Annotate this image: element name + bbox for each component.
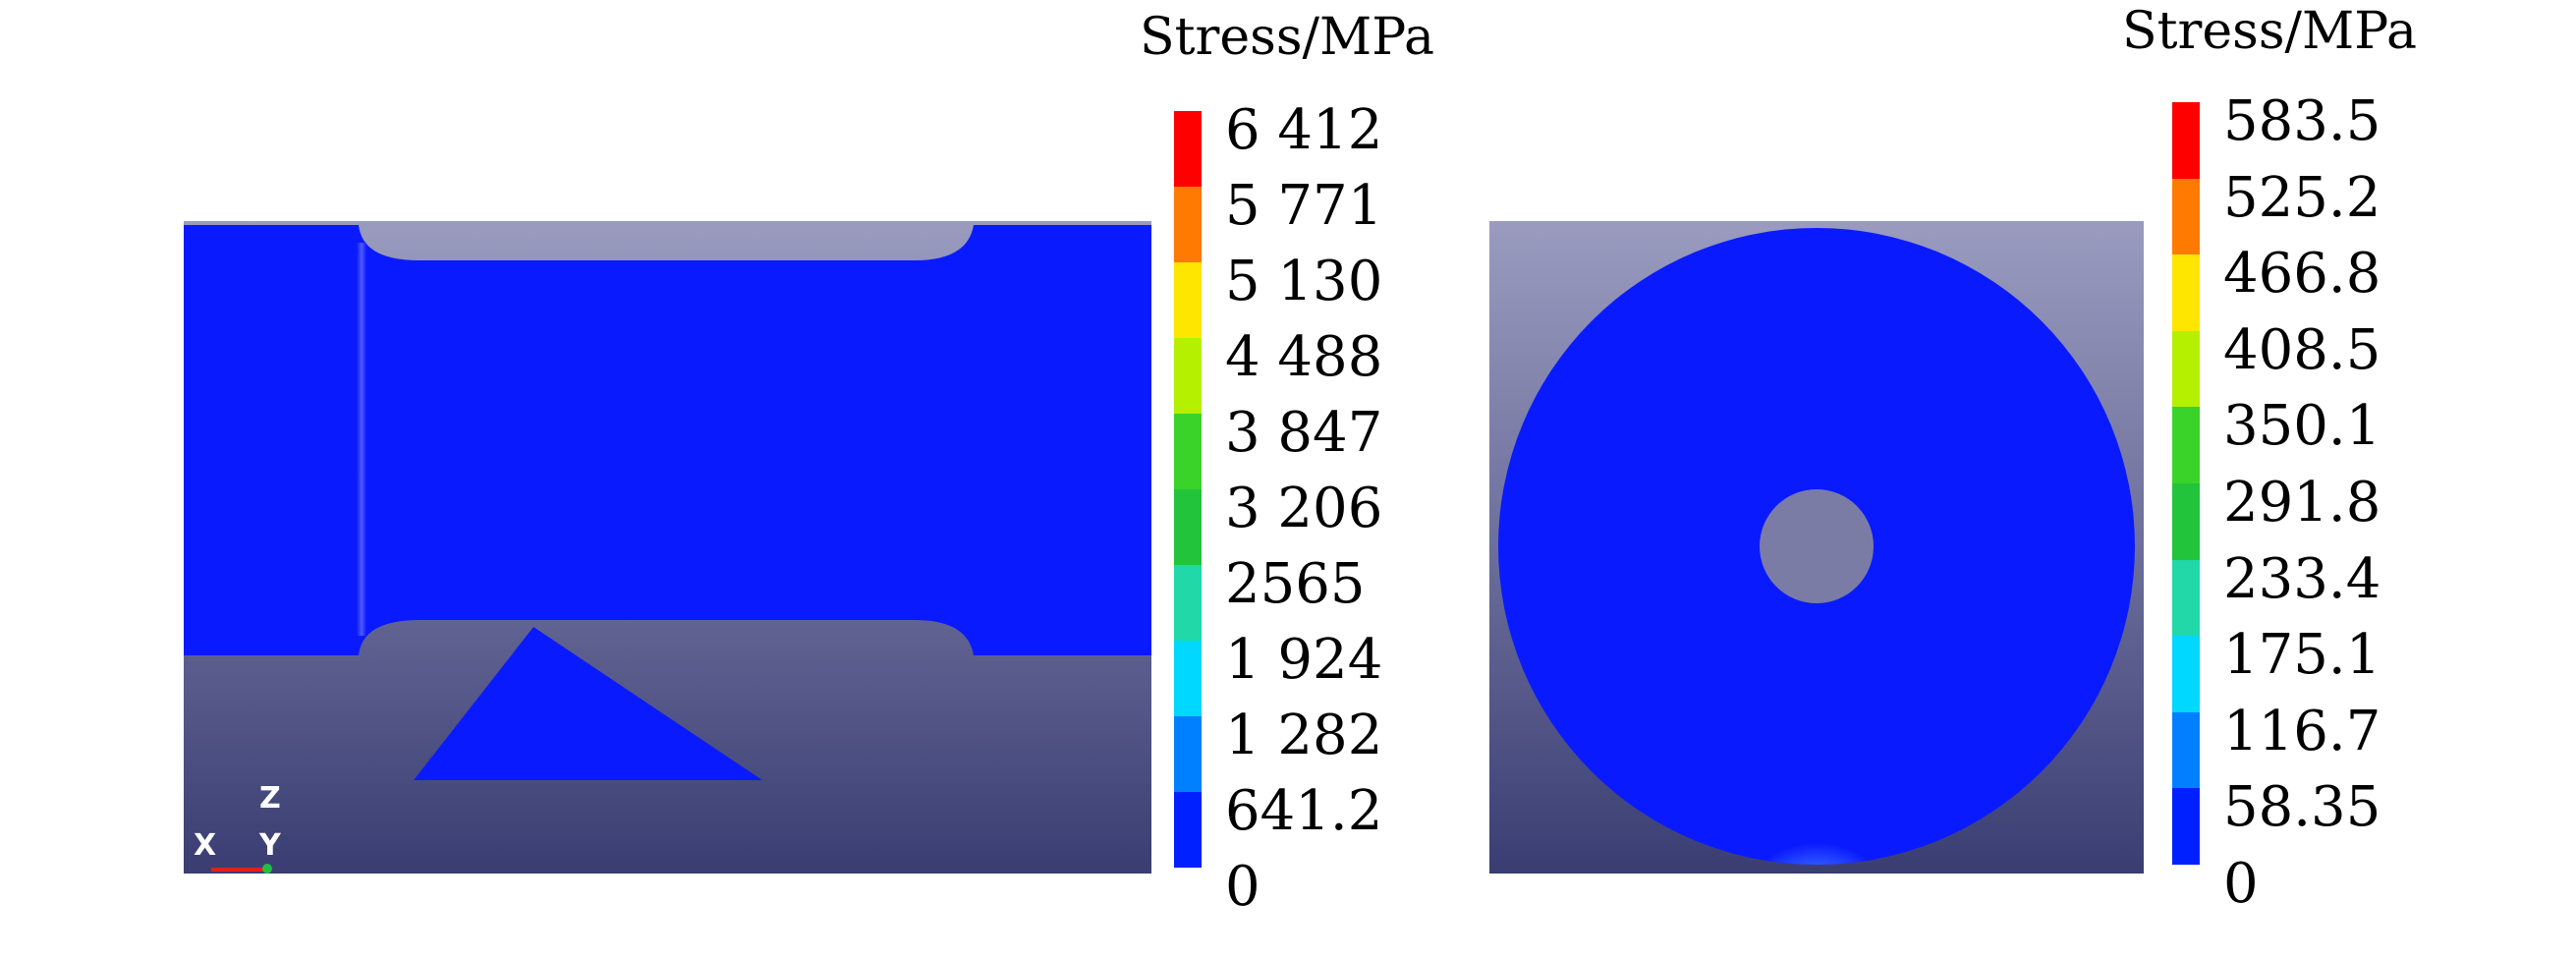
right-colorbar-tick-label: 175.1: [2223, 623, 2381, 688]
roller-body: [184, 225, 1151, 655]
right-colorbar-tick-label: 116.7: [2223, 699, 2381, 763]
right-colorbar-swatch: [2172, 254, 2200, 332]
left-colorbar-tick-label: 1 282: [1225, 704, 1383, 767]
right-colorbar-tick-label: 350.1: [2223, 394, 2381, 459]
right-colorbar-tick-label: 291.8: [2223, 471, 2381, 535]
support-wedge: [414, 627, 762, 780]
side-view-model: [184, 225, 1151, 780]
left-colorbar-swatch: [1174, 338, 1202, 414]
left-colorbar-tick-label: 1 924: [1225, 628, 1383, 692]
section-view-model: [1498, 228, 2135, 865]
left-colorbar-swatch: [1174, 262, 1202, 338]
right-colorbar-tick-label: 408.5: [2223, 317, 2381, 382]
left-colorbar-tick-label: 641.2: [1225, 779, 1383, 843]
right-colorbar-swatch: [2172, 178, 2200, 255]
right-colorbar: [2172, 102, 2200, 866]
left-colorbar-tick-label: 3 206: [1225, 477, 1383, 540]
left-colorbar-swatch: [1174, 565, 1202, 641]
right-colorbar-swatch: [2172, 483, 2200, 560]
left-colorbar-tick-label: 0: [1225, 855, 1260, 919]
right-legend-title: Stress/MPa: [2122, 2, 2417, 61]
right-colorbar-tick-label: 0: [2223, 852, 2259, 916]
axis-y-label: Y: [259, 828, 281, 863]
center-hole: [1760, 489, 1874, 603]
left-colorbar-swatch: [1174, 641, 1202, 716]
side-view-viewport: Z X Y: [184, 221, 1151, 874]
right-colorbar-tick-label: 466.8: [2223, 242, 2381, 307]
section-view-viewport: [1489, 221, 2144, 874]
right-colorbar-swatch: [2172, 636, 2200, 713]
right-colorbar-swatch: [2172, 711, 2200, 789]
fillet-highlight: [357, 243, 366, 636]
left-colorbar-swatch: [1174, 414, 1202, 489]
right-colorbar-tick-label: 583.5: [2223, 89, 2381, 153]
axis-z-label: Z: [259, 781, 281, 816]
left-colorbar-swatch: [1174, 489, 1202, 565]
left-colorbar-tick-label: 5 771: [1225, 174, 1383, 238]
axis-x-line: [211, 868, 266, 872]
right-colorbar-tick-label: 233.4: [2223, 546, 2381, 611]
axis-triad: Z X Y: [194, 781, 282, 874]
right-colorbar-swatch: [2172, 330, 2200, 408]
right-colorbar-swatch: [2172, 102, 2200, 179]
left-colorbar-swatch: [1174, 792, 1202, 868]
left-colorbar: [1174, 111, 1202, 868]
axis-x-label: X: [194, 828, 217, 863]
left-colorbar-swatch: [1174, 187, 1202, 262]
right-colorbar-tick-label: 58.35: [2223, 775, 2381, 840]
axis-origin-dot: [262, 864, 272, 874]
right-colorbar-swatch: [2172, 559, 2200, 637]
right-colorbar-tick-label: 525.2: [2223, 165, 2381, 230]
left-legend-title: Stress/MPa: [1140, 8, 1434, 67]
right-colorbar-swatch: [2172, 407, 2200, 484]
left-colorbar-tick-label: 2565: [1225, 552, 1366, 616]
right-colorbar-swatch: [2172, 788, 2200, 866]
left-colorbar-swatch: [1174, 111, 1202, 187]
left-colorbar-swatch: [1174, 716, 1202, 792]
left-colorbar-tick-label: 5 130: [1225, 250, 1383, 313]
left-colorbar-tick-label: 4 488: [1225, 325, 1383, 389]
left-colorbar-tick-label: 6 412: [1225, 98, 1383, 162]
left-colorbar-tick-label: 3 847: [1225, 401, 1383, 465]
contact-stress-hotspot: [1723, 770, 1910, 865]
